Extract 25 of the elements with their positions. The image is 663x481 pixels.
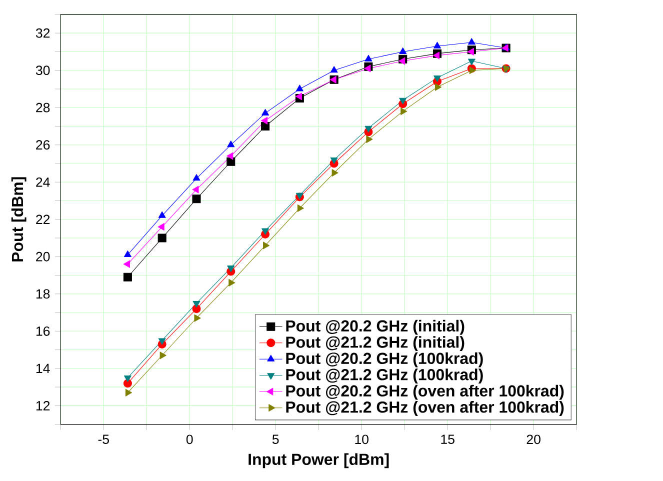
x-tick-label: 5 bbox=[272, 434, 279, 444]
y-tick-label: 32 bbox=[36, 28, 50, 38]
legend-label: Pout @21.2 GHz (initial) bbox=[286, 336, 464, 351]
x-tick-label: 10 bbox=[355, 434, 368, 444]
legend-label: Pout @20.2 GHz (100krad) bbox=[286, 352, 483, 368]
y-tick-label: 28 bbox=[36, 102, 50, 112]
y-tick-label: 30 bbox=[36, 66, 50, 75]
x-tick-label: 20 bbox=[526, 434, 540, 444]
legend-label: Pout @21.2 GHz (100krad) bbox=[286, 368, 483, 384]
y-tick-label: 14 bbox=[36, 364, 50, 373]
y-tick-label: 22 bbox=[36, 214, 50, 224]
y-axis-title: Pout [dBm] bbox=[11, 177, 26, 262]
y-tick-label: 20 bbox=[36, 252, 50, 262]
legend-label: Pout @21.2 GHz (oven after 100krad) bbox=[286, 400, 564, 416]
y-tick-label: 26 bbox=[36, 140, 50, 150]
x-tick-label: 0 bbox=[186, 434, 193, 444]
y-tick-label: 18 bbox=[36, 289, 50, 299]
x-tick-label: -5 bbox=[98, 434, 109, 444]
y-tick-label: 12 bbox=[36, 400, 50, 410]
x-tick-label: 15 bbox=[441, 434, 454, 444]
y-tick-label: 16 bbox=[36, 326, 50, 336]
y-tick-label: 24 bbox=[36, 177, 50, 187]
x-axis-title: Input Power [dBm] bbox=[248, 453, 389, 468]
legend-label: Pout @20.2 GHz (initial) bbox=[286, 320, 464, 335]
legend-label: Pout @20.2 GHz (oven after 100krad) bbox=[286, 384, 564, 400]
